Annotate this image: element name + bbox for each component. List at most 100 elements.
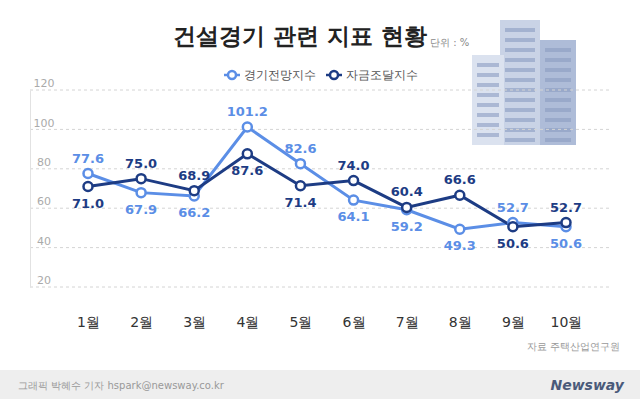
data-label: 71.0 [72, 196, 104, 211]
series-marker [562, 218, 571, 227]
y-tick-label: 20 [37, 274, 51, 287]
building-window [505, 98, 535, 102]
y-tick: 40 [30, 235, 51, 248]
x-tick: 1월 [77, 314, 100, 330]
building-window [477, 93, 499, 97]
building-block [500, 20, 540, 145]
x-tick: 6월 [343, 314, 366, 330]
building-window [545, 58, 571, 62]
building-window [477, 123, 499, 127]
building-window [505, 138, 535, 142]
building-window [545, 108, 571, 112]
building-window [505, 78, 535, 82]
data-label: 50.6 [550, 236, 582, 251]
series-line [88, 154, 566, 227]
series-marker [349, 196, 358, 205]
series-marker [508, 222, 517, 231]
x-axis: 1월2월3월4월5월6월7월8월9월10월 [77, 288, 582, 330]
y-tick: 120 [30, 77, 55, 90]
title: 건설경기 관련 지표 현황 [173, 23, 427, 49]
credit: 그래픽 박혜수 기자 hspark@newsway.co.kr [18, 380, 225, 391]
data-label: 50.6 [497, 236, 529, 251]
y-axis: 20 40 60 80 100 120 [30, 77, 55, 287]
data-labels: 77.667.966.2101.282.664.159.249.352.750.… [72, 104, 582, 253]
legend-item: 경기전망지수 [224, 68, 316, 82]
building-window [477, 103, 499, 107]
data-label: 82.6 [284, 141, 316, 156]
x-tick: 9월 [502, 314, 525, 330]
y-tick: 100 [30, 117, 55, 130]
plot-marks [84, 123, 571, 234]
legend-swatch [330, 71, 338, 79]
y-tick: 20 [30, 274, 51, 287]
series-marker [84, 169, 93, 178]
data-label: 64.1 [338, 209, 370, 224]
x-tick: 4월 [236, 314, 259, 330]
building-window [505, 38, 535, 42]
series-line [88, 127, 566, 229]
x-tick: 8월 [449, 314, 472, 330]
data-label: 66.2 [178, 205, 210, 220]
x-tick: 5월 [289, 314, 312, 330]
y-tick-label: 100 [34, 117, 55, 130]
building-window [505, 118, 535, 122]
x-tick-label: 7월 [396, 314, 419, 330]
grid [30, 90, 612, 287]
source: 자료 주택산업연구원 [527, 341, 620, 352]
chart: 건설경기 관련 지표 현황단위 : %204060801001201월2월3월4… [0, 0, 640, 399]
building-window [545, 78, 571, 82]
x-tick-label: 4월 [236, 314, 259, 330]
logo: Newsway [550, 377, 624, 393]
footer-band [0, 370, 640, 399]
data-label: 71.4 [284, 195, 316, 210]
y-tick-label: 80 [37, 156, 51, 169]
y-tick: 60 [30, 195, 51, 208]
series-marker [349, 176, 358, 185]
data-label: 52.7 [497, 200, 529, 215]
y-tick-label: 120 [34, 77, 55, 90]
building-window [477, 113, 499, 117]
y-tick: 80 [30, 156, 51, 169]
grid-line [30, 287, 612, 288]
series-marker [296, 159, 305, 168]
y-axis-line [30, 91, 31, 288]
x-tick-label: 8월 [449, 314, 472, 330]
building-window [505, 48, 535, 52]
legend-label: 경기전망지수 [244, 68, 316, 82]
decoration-building [472, 20, 576, 145]
x-tick-label: 6월 [343, 314, 366, 330]
building-window [545, 48, 571, 52]
building-window [505, 28, 535, 32]
y-tick-label: 60 [37, 195, 51, 208]
legend-swatch [228, 71, 236, 79]
data-label: 75.0 [125, 156, 157, 171]
series-marker [296, 181, 305, 190]
building-window [545, 128, 571, 132]
series-marker [455, 191, 464, 200]
y-tick-label: 40 [37, 235, 51, 248]
data-label: 101.2 [227, 104, 268, 119]
building-block [472, 55, 504, 145]
x-tick: 7월 [396, 314, 419, 330]
building-window [477, 63, 499, 67]
data-label: 68.9 [178, 168, 210, 183]
series-marker [137, 188, 146, 197]
building-window [545, 138, 571, 142]
x-tick-label: 5월 [289, 314, 312, 330]
x-tick-label: 2월 [130, 314, 153, 330]
data-label: 67.9 [125, 202, 157, 217]
series-marker [455, 225, 464, 234]
data-label: 74.0 [338, 158, 370, 173]
legend-item: 자금조달지수 [326, 68, 418, 82]
x-tick: 3월 [183, 314, 206, 330]
x-tick: 2월 [130, 314, 153, 330]
building-window [477, 133, 499, 137]
data-label: 60.4 [391, 184, 423, 199]
series-marker [190, 186, 199, 195]
grid-line [30, 168, 612, 169]
building-window [505, 58, 535, 62]
legend: 경기전망지수 자금조달지수 [224, 68, 418, 82]
building-window [545, 118, 571, 122]
data-label: 49.3 [444, 238, 476, 253]
data-label: 77.6 [72, 151, 104, 166]
